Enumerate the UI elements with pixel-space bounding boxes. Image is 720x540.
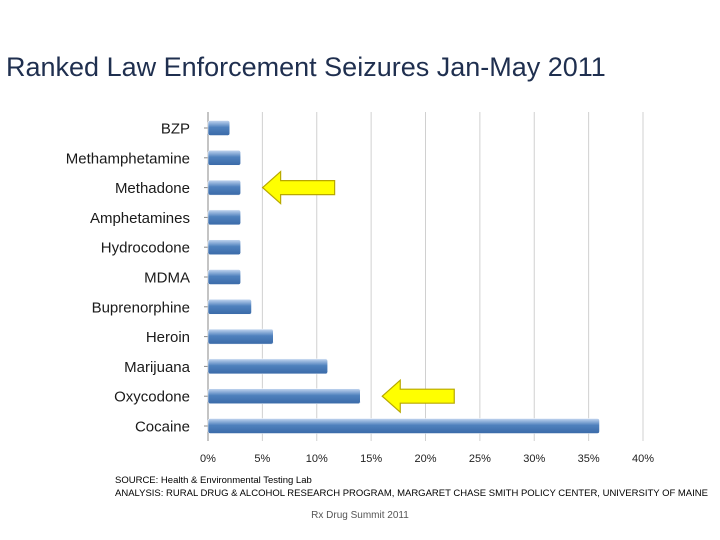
source-note: SOURCE: Health & Environmental Testing L… bbox=[115, 474, 720, 500]
category-label: Methamphetamine bbox=[66, 150, 190, 167]
x-tick-label: 30% bbox=[523, 453, 545, 465]
x-tick-label: 25% bbox=[469, 453, 491, 465]
bar-buprenorphine bbox=[207, 299, 252, 315]
category-label: Hydrocodone bbox=[101, 240, 190, 257]
x-tick-label: 20% bbox=[414, 453, 436, 465]
source-line: SOURCE: Health & Environmental Testing L… bbox=[115, 475, 312, 486]
category-label: Buprenorphine bbox=[92, 299, 190, 316]
x-tick-label: 15% bbox=[360, 453, 382, 465]
x-tick-label: 35% bbox=[578, 453, 600, 465]
bar-methadone bbox=[207, 179, 241, 196]
bar-bzp bbox=[207, 120, 230, 136]
x-tick-label: 5% bbox=[254, 453, 270, 465]
highlight-arrow-oxycodone bbox=[381, 378, 455, 414]
bar-cocaine bbox=[207, 418, 600, 434]
x-tick-label: 10% bbox=[306, 453, 328, 465]
slide-footer: Rx Drug Summit 2011 bbox=[311, 510, 409, 521]
category-label: Amphetamines bbox=[90, 210, 190, 227]
x-tick-label: 0% bbox=[200, 453, 216, 465]
category-label: Methadone bbox=[115, 180, 190, 197]
category-label: Heroin bbox=[146, 329, 190, 346]
analysis-line: ANALYSIS: RURAL DRUG & ALCOHOL RESEARCH … bbox=[115, 488, 708, 499]
category-label: Cocaine bbox=[135, 419, 190, 436]
bar-methamphetamine bbox=[207, 150, 241, 166]
x-tick-label: 40% bbox=[632, 453, 654, 465]
bar-mdma bbox=[207, 269, 241, 285]
bar-oxycodone bbox=[207, 388, 361, 404]
bar-marijuana bbox=[207, 358, 328, 375]
bar-amphetamines bbox=[207, 209, 241, 226]
category-label: BZP bbox=[161, 121, 190, 138]
highlight-arrow-methadone bbox=[261, 170, 336, 205]
category-label: Oxycodone bbox=[114, 389, 190, 406]
category-label: MDMA bbox=[144, 270, 190, 287]
bar-heroin bbox=[207, 328, 274, 345]
bar-hydrocodone bbox=[207, 239, 241, 255]
category-label: Marijuana bbox=[124, 359, 191, 376]
slide-title: Ranked Law Enforcement Seizures Jan-May … bbox=[6, 52, 606, 82]
